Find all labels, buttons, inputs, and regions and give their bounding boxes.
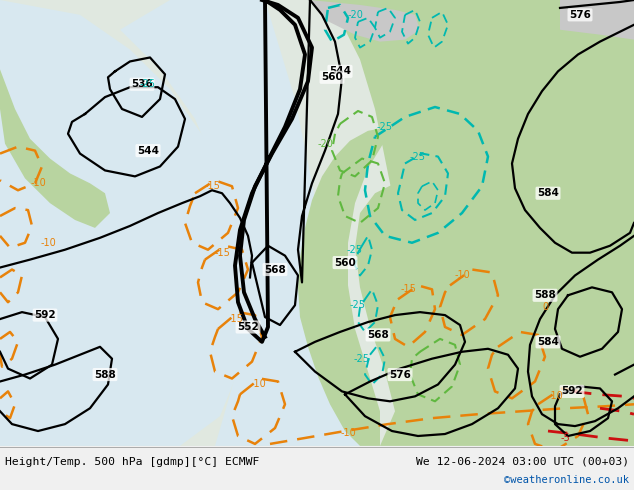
Text: 576: 576 — [389, 369, 411, 380]
Text: 560: 560 — [321, 73, 343, 82]
Text: -15: -15 — [204, 181, 220, 191]
Text: -10: -10 — [454, 270, 470, 280]
Polygon shape — [310, 0, 420, 42]
Text: -10: -10 — [30, 178, 46, 188]
Text: 552: 552 — [237, 322, 259, 332]
Polygon shape — [0, 0, 634, 446]
Text: Height/Temp. 500 hPa [gdmp][°C] ECMWF: Height/Temp. 500 hPa [gdmp][°C] ECMWF — [5, 457, 259, 467]
Text: -10: -10 — [250, 379, 266, 390]
Polygon shape — [0, 0, 634, 446]
Text: -25: -25 — [354, 354, 370, 364]
Polygon shape — [0, 0, 110, 228]
Polygon shape — [0, 0, 250, 446]
Text: -25: -25 — [377, 122, 393, 132]
Text: -15: -15 — [400, 284, 416, 294]
Text: 560: 560 — [334, 258, 356, 268]
Text: -10: -10 — [547, 392, 563, 401]
Text: 588: 588 — [94, 369, 116, 380]
Text: -25: -25 — [347, 245, 363, 255]
Text: 576: 576 — [569, 10, 591, 20]
Text: -20: -20 — [347, 10, 363, 20]
Text: 592: 592 — [34, 310, 56, 320]
Text: 568: 568 — [264, 265, 286, 274]
Text: 536: 536 — [131, 79, 153, 89]
Text: -15: -15 — [214, 247, 230, 258]
Text: 592: 592 — [561, 387, 583, 396]
Polygon shape — [560, 0, 634, 40]
Polygon shape — [355, 178, 634, 446]
Text: 544: 544 — [329, 66, 351, 76]
Text: 584: 584 — [537, 188, 559, 198]
Text: ©weatheronline.co.uk: ©weatheronline.co.uk — [504, 475, 629, 485]
Text: -25: -25 — [350, 300, 366, 310]
Polygon shape — [310, 0, 634, 446]
Text: -20: -20 — [317, 139, 333, 148]
Text: -25: -25 — [140, 79, 156, 89]
Text: 584: 584 — [537, 337, 559, 347]
Text: -10: -10 — [40, 238, 56, 248]
Text: 568: 568 — [367, 330, 389, 340]
Text: -5: -5 — [560, 433, 570, 443]
Polygon shape — [298, 0, 634, 446]
Polygon shape — [120, 0, 380, 446]
Text: 544: 544 — [137, 146, 159, 156]
Text: 588: 588 — [534, 290, 556, 300]
Text: -15: -15 — [227, 314, 243, 324]
Text: 0: 0 — [542, 302, 548, 312]
Text: -10: -10 — [340, 428, 356, 438]
Text: -25: -25 — [410, 151, 426, 162]
Text: We 12-06-2024 03:00 UTC (00+03): We 12-06-2024 03:00 UTC (00+03) — [416, 457, 629, 467]
